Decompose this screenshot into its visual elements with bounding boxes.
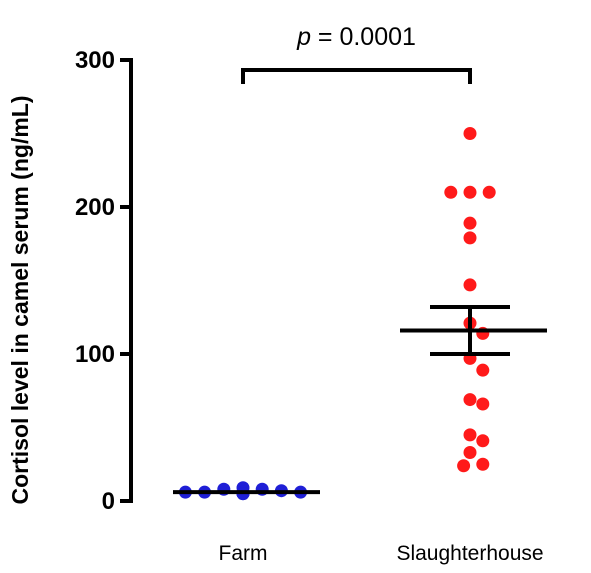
- significance-bracket: [241, 68, 472, 84]
- y-tick-label: 300: [75, 47, 115, 74]
- data-point: [463, 428, 477, 442]
- x-tick-label: Slaughterhouse: [396, 542, 543, 565]
- data-point: [463, 127, 477, 140]
- data-point: [463, 216, 477, 230]
- x-tick-label: Farm: [219, 542, 268, 565]
- data-point: [463, 185, 477, 199]
- data-point: [463, 231, 477, 245]
- y-tick-label: 100: [75, 341, 115, 368]
- y-ticks: 0 100 200 300: [75, 47, 131, 515]
- p-value-text: = 0.0001: [311, 23, 416, 51]
- data-point: [476, 397, 490, 411]
- data-point: [444, 185, 458, 199]
- data-points: [178, 127, 496, 501]
- error-bars: [173, 304, 547, 495]
- y-tick-label: 0: [102, 488, 115, 515]
- data-point: [482, 185, 496, 199]
- data-point: [463, 393, 477, 407]
- y-axis-label: Cortisol level in camel serum (ng/mL): [7, 96, 33, 505]
- data-point: [476, 457, 490, 471]
- y-tick-label: 200: [75, 194, 115, 221]
- data-point: [476, 363, 490, 377]
- p-symbol: p: [296, 23, 311, 51]
- data-point: [457, 459, 471, 473]
- p-value-label: p = 0.0001: [296, 23, 416, 51]
- data-point: [476, 434, 490, 448]
- x-ticks: Farm Slaughterhouse: [219, 542, 544, 565]
- data-point: [463, 445, 477, 459]
- significance-annotation: p = 0.0001: [241, 23, 472, 84]
- data-point: [463, 278, 477, 292]
